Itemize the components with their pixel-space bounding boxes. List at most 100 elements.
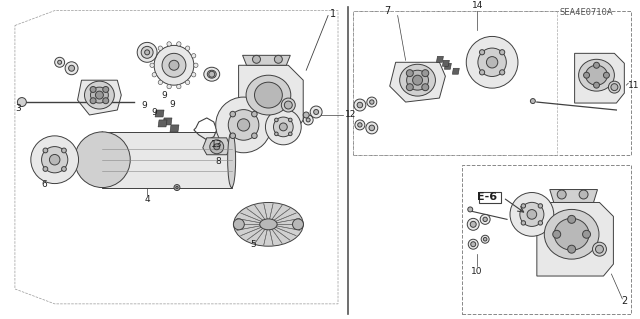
- Circle shape: [141, 46, 153, 58]
- Circle shape: [210, 140, 224, 154]
- Polygon shape: [155, 110, 164, 117]
- Circle shape: [209, 71, 215, 77]
- Circle shape: [358, 123, 362, 127]
- Ellipse shape: [260, 219, 277, 230]
- Ellipse shape: [90, 87, 108, 103]
- Circle shape: [54, 57, 65, 67]
- Circle shape: [186, 80, 190, 85]
- Circle shape: [500, 70, 505, 75]
- Circle shape: [150, 63, 154, 67]
- Circle shape: [58, 60, 61, 64]
- Text: 9: 9: [169, 100, 175, 108]
- Circle shape: [289, 118, 292, 122]
- Circle shape: [162, 53, 186, 77]
- Circle shape: [169, 60, 179, 70]
- Circle shape: [303, 112, 309, 118]
- Polygon shape: [170, 125, 179, 132]
- Circle shape: [510, 193, 554, 236]
- Polygon shape: [442, 60, 449, 66]
- Circle shape: [191, 54, 196, 58]
- Circle shape: [468, 239, 478, 249]
- Polygon shape: [163, 118, 172, 125]
- Circle shape: [230, 133, 236, 138]
- Circle shape: [158, 80, 163, 85]
- Circle shape: [467, 36, 518, 88]
- Circle shape: [17, 98, 26, 107]
- Circle shape: [500, 50, 505, 55]
- Ellipse shape: [284, 101, 292, 109]
- Circle shape: [176, 186, 178, 189]
- Circle shape: [137, 42, 157, 62]
- Circle shape: [266, 109, 301, 145]
- Text: 10: 10: [472, 267, 483, 276]
- Circle shape: [194, 63, 198, 67]
- Polygon shape: [537, 203, 613, 276]
- Circle shape: [275, 132, 278, 136]
- Circle shape: [557, 190, 566, 199]
- Text: 14: 14: [472, 1, 483, 10]
- Circle shape: [369, 125, 374, 131]
- Circle shape: [521, 204, 525, 208]
- Polygon shape: [575, 53, 625, 103]
- Circle shape: [479, 70, 484, 75]
- Circle shape: [43, 148, 48, 153]
- Polygon shape: [452, 68, 460, 74]
- Circle shape: [43, 167, 48, 171]
- Circle shape: [42, 147, 68, 173]
- Circle shape: [422, 70, 429, 77]
- Circle shape: [366, 122, 378, 134]
- Ellipse shape: [406, 70, 429, 90]
- Text: 1: 1: [330, 9, 336, 19]
- Circle shape: [422, 84, 429, 91]
- Text: 9: 9: [151, 108, 157, 117]
- Text: 11: 11: [628, 81, 640, 90]
- Circle shape: [553, 230, 561, 238]
- Circle shape: [527, 210, 537, 219]
- Circle shape: [483, 217, 487, 222]
- Circle shape: [406, 70, 413, 77]
- Circle shape: [186, 46, 190, 50]
- Circle shape: [275, 55, 282, 63]
- Polygon shape: [158, 120, 167, 127]
- Ellipse shape: [593, 242, 607, 256]
- Circle shape: [61, 148, 67, 153]
- Circle shape: [61, 167, 67, 171]
- Polygon shape: [436, 56, 444, 62]
- Circle shape: [479, 50, 484, 55]
- Circle shape: [237, 119, 250, 131]
- Circle shape: [310, 106, 322, 118]
- Ellipse shape: [228, 132, 236, 188]
- Circle shape: [370, 100, 374, 104]
- Circle shape: [584, 72, 589, 78]
- Polygon shape: [444, 63, 451, 69]
- Circle shape: [252, 133, 257, 138]
- Ellipse shape: [204, 67, 220, 81]
- Text: 2: 2: [621, 296, 627, 306]
- Ellipse shape: [234, 219, 244, 230]
- Ellipse shape: [609, 81, 620, 93]
- Circle shape: [520, 202, 544, 226]
- Circle shape: [252, 111, 257, 117]
- Polygon shape: [550, 189, 598, 203]
- Circle shape: [214, 144, 220, 150]
- Circle shape: [216, 97, 271, 153]
- Circle shape: [568, 215, 575, 223]
- Circle shape: [468, 207, 473, 212]
- Ellipse shape: [554, 219, 589, 250]
- Circle shape: [273, 117, 293, 137]
- Bar: [479, 191, 501, 204]
- Text: 8: 8: [216, 157, 221, 166]
- Circle shape: [280, 123, 287, 131]
- Polygon shape: [77, 80, 122, 115]
- Circle shape: [486, 56, 498, 68]
- Circle shape: [604, 72, 609, 78]
- Circle shape: [471, 242, 476, 247]
- Ellipse shape: [99, 132, 106, 188]
- Circle shape: [152, 72, 156, 77]
- Circle shape: [357, 102, 363, 108]
- Text: 7: 7: [385, 6, 391, 16]
- Circle shape: [65, 62, 78, 75]
- Text: 9: 9: [161, 91, 167, 100]
- Circle shape: [521, 221, 525, 225]
- Circle shape: [167, 42, 172, 46]
